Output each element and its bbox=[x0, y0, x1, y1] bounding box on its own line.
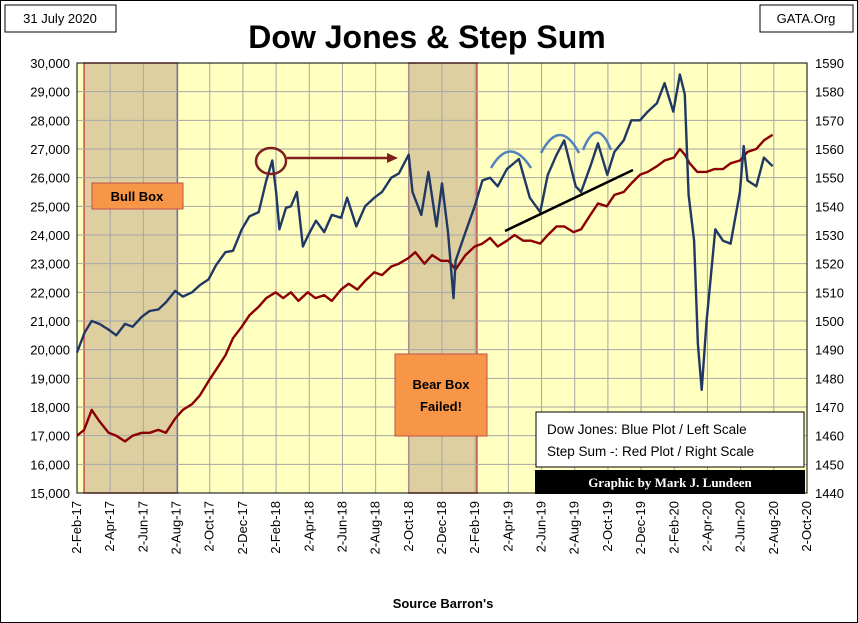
right-tick-label: 1490 bbox=[815, 343, 844, 358]
x-tick-label: 2-Aug-17 bbox=[169, 501, 184, 554]
source-label: GATA.Org bbox=[777, 11, 836, 26]
x-tick-label: 2-Dec-18 bbox=[434, 501, 449, 554]
step-sum-line bbox=[76, 133, 774, 443]
x-tick-label: 2-Oct-17 bbox=[202, 501, 217, 552]
left-tick-label: 16,000 bbox=[30, 457, 70, 472]
left-tick-label: 28,000 bbox=[30, 113, 70, 128]
left-tick-label: 17,000 bbox=[30, 429, 70, 444]
left-tick-label: 21,000 bbox=[30, 314, 70, 329]
right-tick-label: 1510 bbox=[815, 285, 844, 300]
left-tick-label: 23,000 bbox=[30, 257, 70, 272]
arc-annotation-1 bbox=[489, 150, 533, 169]
x-tick-label: 2-Apr-18 bbox=[301, 501, 316, 552]
x-tick-label: 2-Dec-19 bbox=[633, 501, 648, 554]
x-tick-label: 2-Aug-18 bbox=[368, 501, 383, 554]
plot-border bbox=[76, 62, 808, 494]
right-tick-label: 1520 bbox=[815, 257, 844, 272]
credit-bar bbox=[535, 470, 805, 494]
left-tick-label: 19,000 bbox=[30, 371, 70, 386]
right-tick-label: 1530 bbox=[815, 228, 844, 243]
left-tick-label: 25,000 bbox=[30, 199, 70, 214]
bear-box-label-bg bbox=[394, 353, 488, 437]
x-axis-title: Source Barron's bbox=[393, 596, 494, 611]
x-tick-label: 2-Dec-17 bbox=[235, 501, 250, 554]
left-tick-label: 20,000 bbox=[30, 343, 70, 358]
right-tick-label: 1570 bbox=[815, 113, 844, 128]
x-tick-label: 2-Feb-18 bbox=[268, 501, 283, 554]
x-axis-labels: 2-Feb-17 2-Apr-17 2-Jun-17 2-Aug-17 2-Oct-17… bbox=[69, 501, 814, 554]
x-tick-label: 2-Aug-19 bbox=[567, 501, 582, 554]
arc-annotation-2 bbox=[539, 133, 581, 154]
bull-box-label-bg bbox=[91, 182, 184, 210]
right-tick-label: 1450 bbox=[815, 457, 844, 472]
right-tick-label: 1560 bbox=[815, 142, 844, 157]
legend-line-1: Dow Jones: Blue Plot / Left Scale bbox=[547, 422, 747, 437]
left-tick-label: 24,000 bbox=[30, 228, 70, 243]
right-tick-label: 1540 bbox=[815, 199, 844, 214]
x-tick-label: 2-Jun-20 bbox=[733, 501, 748, 552]
bear-box-label-line1: Bear Box bbox=[412, 377, 470, 392]
right-axis-labels: 1440 1450 1460 1470 1480 1490 1500 1510 1520 1530… bbox=[815, 56, 844, 501]
right-tick-label: 1460 bbox=[815, 429, 844, 444]
legend-box bbox=[535, 411, 805, 468]
x-tick-label: 2-Oct-18 bbox=[401, 501, 416, 552]
right-tick-label: 1470 bbox=[815, 400, 844, 415]
left-tick-label: 26,000 bbox=[30, 171, 70, 186]
annotation-marks bbox=[254, 131, 634, 233]
shaded-box-1 bbox=[83, 62, 179, 494]
left-tick-label: 29,000 bbox=[30, 85, 70, 100]
left-tick-label: 22,000 bbox=[30, 285, 70, 300]
arc-annotation-3 bbox=[581, 131, 613, 151]
right-tick-label: 1500 bbox=[815, 314, 844, 329]
legend-line-2: Step Sum -: Red Plot / Right Scale bbox=[547, 444, 754, 459]
chart-title: Dow Jones & Step Sum bbox=[248, 19, 605, 55]
bear-box-label-line2: Failed! bbox=[420, 399, 462, 414]
x-tick-label: 2-Apr-20 bbox=[699, 501, 714, 552]
x-tick-label: 2-Oct-19 bbox=[600, 501, 615, 552]
dow-jones-line bbox=[75, 73, 774, 391]
right-tick-label: 1580 bbox=[815, 85, 844, 100]
x-tick-label: 2-Feb-20 bbox=[666, 501, 681, 554]
source-box bbox=[759, 4, 854, 33]
date-box bbox=[4, 4, 117, 33]
x-tick-label: 2-Jun-17 bbox=[135, 501, 150, 552]
x-tick-label: 2-Jun-19 bbox=[534, 501, 549, 552]
x-tick-label: 2-Oct-20 bbox=[799, 501, 814, 552]
trendline-annotation bbox=[504, 168, 634, 233]
left-tick-label: 27,000 bbox=[30, 142, 70, 157]
bull-box-label: Bull Box bbox=[111, 189, 164, 204]
x-tick-label: 2-Aug-20 bbox=[766, 501, 781, 554]
left-tick-label: 18,000 bbox=[30, 400, 70, 415]
right-tick-label: 1590 bbox=[815, 56, 844, 71]
credit-label: Graphic by Mark J. Lundeen bbox=[588, 475, 752, 490]
right-tick-label: 1480 bbox=[815, 371, 844, 386]
left-tick-label: 15,000 bbox=[30, 486, 70, 501]
date-label: 31 July 2020 bbox=[23, 11, 97, 26]
right-tick-label: 1550 bbox=[815, 171, 844, 186]
x-tick-label: 2-Feb-19 bbox=[467, 501, 482, 554]
right-tick-label: 1440 bbox=[815, 486, 844, 501]
left-tick-label: 30,000 bbox=[30, 56, 70, 71]
arrow-head-icon bbox=[387, 153, 398, 163]
left-axis-labels: 15,000 16,000 17,000 18,000 19,000 20,000 21,0… bbox=[30, 56, 70, 501]
x-tick-label: 2-Apr-19 bbox=[500, 501, 515, 552]
x-tick-label: 2-Jun-18 bbox=[334, 501, 349, 552]
peak-circle-annotation bbox=[254, 146, 288, 176]
x-tick-label: 2-Apr-17 bbox=[102, 501, 117, 552]
x-tick-label: 2-Feb-17 bbox=[69, 501, 84, 554]
